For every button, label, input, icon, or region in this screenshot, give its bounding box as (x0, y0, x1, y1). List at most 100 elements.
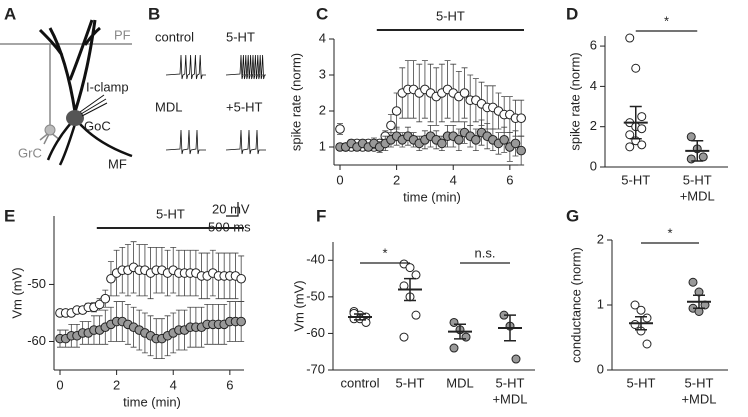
x-tick-label: 0 (336, 172, 343, 187)
y-tick-label: -60 (306, 325, 325, 340)
panel-label: D (566, 4, 578, 23)
data-point (405, 263, 415, 273)
data-point (106, 273, 116, 284)
data-point (698, 152, 708, 162)
x-tick-label: 6 (506, 172, 513, 187)
x-tick-label: 5-HT (396, 375, 425, 390)
voltage-trace (165, 54, 206, 80)
panel-label: A (4, 4, 16, 23)
data-point (391, 106, 402, 116)
y-tick-label: 2 (319, 102, 326, 117)
x-axis-label: time (min) (123, 394, 181, 409)
x-tick-label: 5-HT (685, 375, 714, 390)
x-axis-label: time (min) (403, 189, 461, 204)
data-point (454, 135, 464, 145)
diagram-label: GrC (18, 145, 42, 160)
data-point (94, 299, 105, 310)
data-point (637, 112, 647, 122)
data-point (335, 124, 345, 134)
data-point (686, 132, 696, 142)
panel-label: G (566, 206, 579, 225)
significance-label: * (664, 13, 669, 28)
trace-label: MDL (155, 99, 182, 114)
x-tick-label: 5-HT (683, 172, 712, 187)
y-tick-label: -50 (27, 276, 46, 291)
x-tick-label: 5-HT (496, 375, 525, 390)
x-tick-label: 0 (56, 377, 63, 392)
data-point (516, 113, 526, 123)
scale-bar (226, 202, 239, 217)
data-point (642, 313, 652, 323)
data-point (100, 293, 111, 304)
x-tick-label: MDL (446, 375, 473, 390)
data-point (625, 33, 635, 43)
x-tick-label: control (340, 375, 379, 390)
trace-label: 5-HT (226, 29, 255, 44)
y-axis-label: conductance (norm) (568, 247, 583, 363)
y-axis-label: Vm (mV) (9, 267, 24, 318)
y-tick-label: -70 (306, 361, 325, 376)
data-point (688, 277, 698, 287)
x-tick-label: +MDL (680, 188, 715, 203)
y-tick-label: 4 (590, 78, 597, 93)
data-point (642, 339, 652, 349)
data-point (437, 138, 447, 149)
significance-label: n.s. (475, 245, 496, 260)
data-point (637, 140, 647, 150)
data-point (630, 300, 640, 310)
panel-label: F (316, 206, 326, 225)
data-point (399, 332, 409, 342)
y-tick-label: -40 (306, 252, 325, 267)
trace-label: +5-HT (226, 99, 263, 114)
data-point (449, 317, 459, 327)
neuron-diagram (0, 19, 133, 166)
y-tick-label: -60 (27, 333, 46, 348)
data-point (236, 273, 246, 284)
data-point (630, 320, 640, 329)
data-point (411, 310, 421, 320)
treatment-label: 5-HT (156, 206, 185, 221)
voltage-trace (165, 129, 206, 155)
data-point (686, 154, 696, 164)
x-tick-label: +MDL (681, 391, 716, 406)
y-tick-label: 2 (597, 231, 604, 246)
panel-label: E (4, 206, 15, 225)
data-point (511, 354, 521, 364)
data-point (625, 142, 635, 152)
data-point (625, 130, 635, 140)
diagram-label: GoC (84, 118, 111, 133)
data-point (637, 124, 647, 134)
x-tick-label: 4 (170, 377, 177, 392)
voltage-trace (225, 129, 266, 155)
scale-label: 20 mV (212, 201, 250, 216)
x-tick-label: 4 (450, 172, 457, 187)
y-tick-label: 1 (319, 138, 326, 153)
scale-label: 500 ms (208, 219, 251, 234)
data-point (510, 138, 521, 149)
y-tick-label: 6 (590, 38, 597, 53)
y-axis-label: spike rate (norm) (567, 52, 582, 150)
data-point (449, 343, 459, 353)
x-tick-label: 6 (226, 377, 233, 392)
x-tick-label: 5-HT (627, 375, 656, 390)
treatment-label: 5-HT (436, 8, 465, 23)
x-tick-label: 5-HT (621, 172, 650, 187)
y-tick-label: -50 (306, 288, 325, 303)
data-point (636, 305, 646, 315)
voltage-trace (225, 54, 266, 80)
data-point (631, 63, 641, 73)
data-point (499, 135, 509, 145)
y-tick-label: 1 (597, 296, 604, 311)
y-axis-label: spike rate (norm) (288, 53, 303, 151)
data-point (461, 332, 471, 342)
x-tick-label: 2 (113, 377, 120, 392)
diagram-label: PF (114, 27, 131, 42)
x-tick-label: +MDL (492, 391, 527, 406)
data-point (236, 316, 246, 327)
x-tick-label: 2 (393, 172, 400, 187)
y-tick-label: 2 (590, 118, 597, 133)
y-tick-label: 3 (319, 66, 326, 81)
y-tick-label: 4 (319, 30, 326, 45)
significance-label: * (382, 245, 387, 260)
